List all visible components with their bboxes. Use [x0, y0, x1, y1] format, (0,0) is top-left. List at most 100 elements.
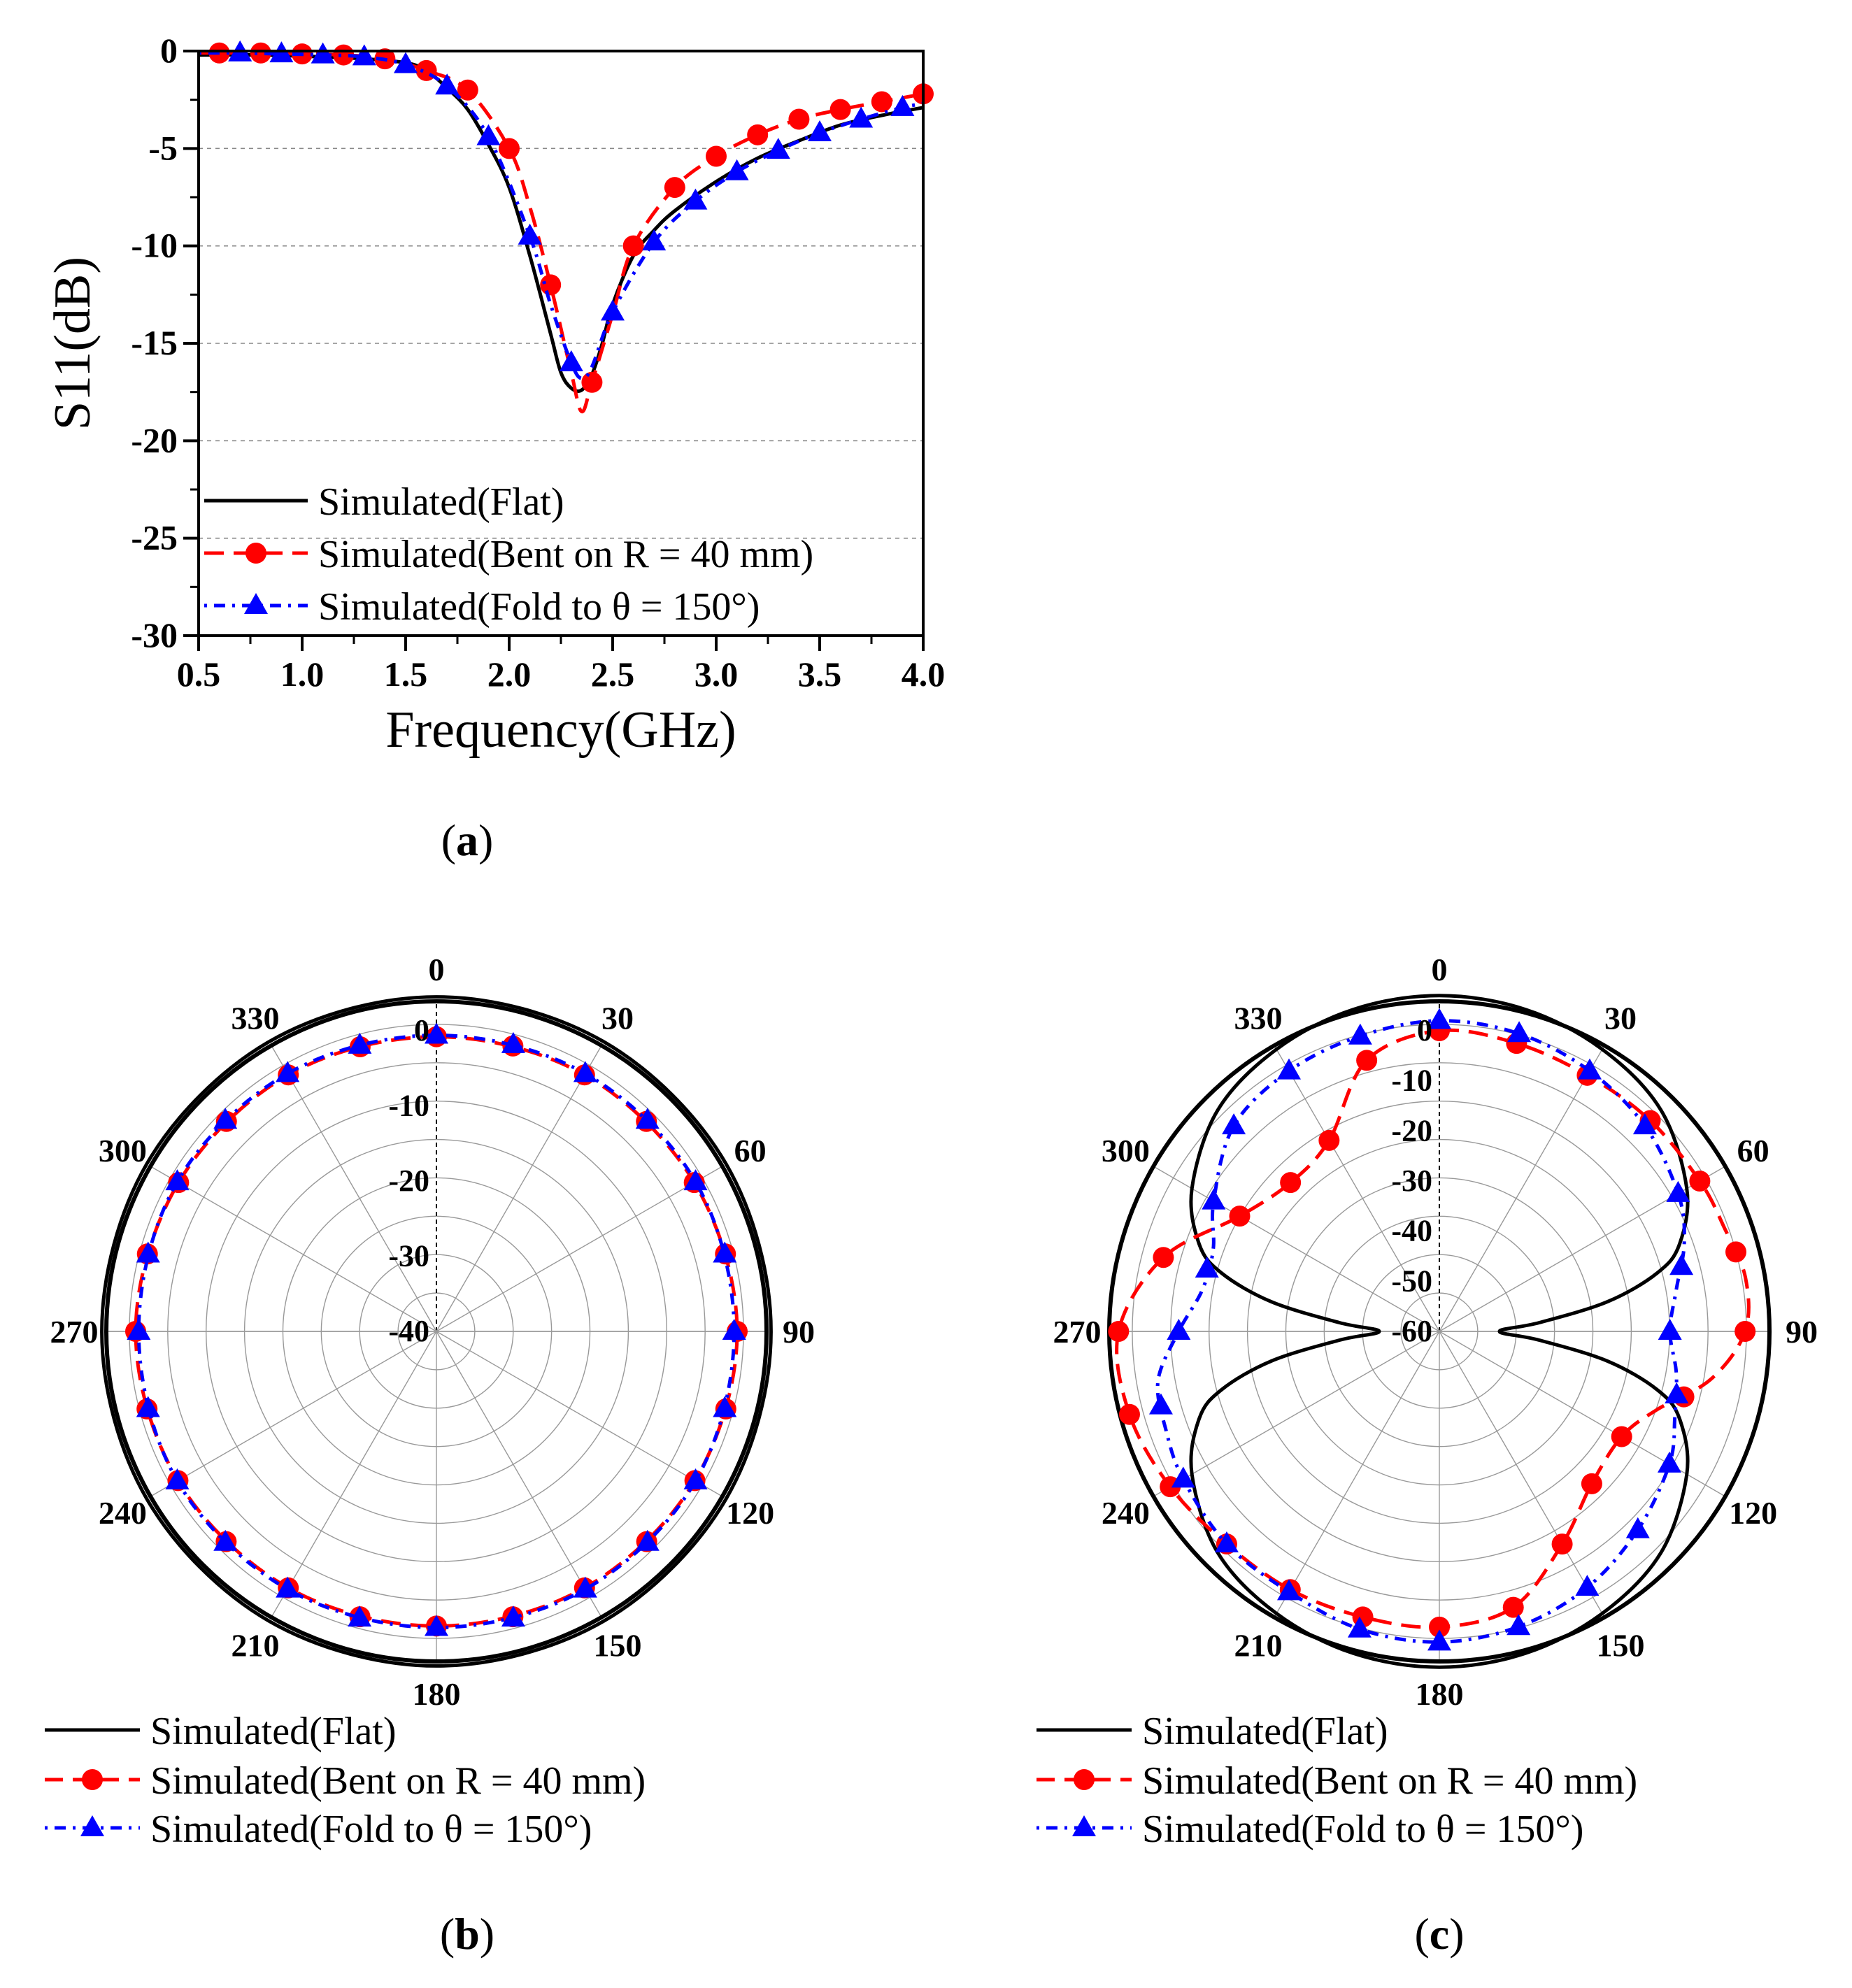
a-ytick-label: -10 — [131, 226, 178, 265]
a-marker-triangle — [352, 44, 376, 66]
b-marker-triangle — [683, 1169, 708, 1191]
c-marker-triangle — [1348, 1023, 1372, 1045]
c-marker-triangle — [1171, 1466, 1195, 1488]
b-marker-triangle — [425, 1022, 448, 1044]
c-marker-circle — [1280, 1172, 1302, 1194]
b-grid-spoke — [436, 1331, 723, 1497]
a-xtick-label: 2.0 — [487, 655, 532, 694]
c-radial-label: -30 — [1391, 1164, 1432, 1198]
b-marker-triangle — [165, 1468, 190, 1489]
c-grid-spoke — [1274, 1331, 1440, 1618]
c-legend-bent-marker — [1074, 1769, 1095, 1790]
c-series-line-dotted — [1155, 1019, 1686, 1644]
c-marker-circle — [1581, 1473, 1602, 1494]
b-radial-label: -40 — [388, 1314, 429, 1348]
c-marker-triangle — [1427, 1629, 1451, 1651]
a-ytick-label: -5 — [148, 128, 178, 167]
a-yaxis-title: S11(dB) — [44, 257, 101, 430]
c-angle-label: 210 — [1234, 1628, 1283, 1664]
a-marker-triangle — [683, 188, 708, 210]
a-marker-triangle — [518, 223, 542, 245]
a-marker-triangle — [890, 94, 915, 116]
b-angle-label: 240 — [99, 1495, 147, 1531]
a-ytick-label: -30 — [131, 615, 178, 655]
b-angle-label: 120 — [726, 1495, 774, 1531]
c-marker-triangle — [1347, 1616, 1372, 1638]
a-xtick-label: 4.0 — [902, 655, 946, 694]
b-marker-triangle — [573, 1061, 597, 1082]
c-angle-label: 330 — [1234, 1000, 1283, 1036]
a-legend-flat-label: Simulated(Flat) — [318, 480, 564, 524]
a-marker-triangle — [642, 229, 667, 251]
a-xtick-label: 0.5 — [177, 655, 221, 694]
a-marker-triangle — [808, 120, 832, 142]
b-outer-ring — [104, 999, 769, 1664]
a-marker-triangle — [849, 106, 874, 128]
c-angle-label: 180 — [1416, 1676, 1464, 1712]
a-ytick-label: -25 — [131, 518, 178, 557]
c-marker-circle — [1229, 1206, 1251, 1227]
a-marker-circle — [747, 124, 769, 145]
a-legend-bent-label: Simulated(Bent on R = 40 mm) — [318, 533, 813, 576]
a-marker-triangle — [725, 159, 749, 180]
b-marker-triangle — [573, 1576, 597, 1598]
c-angle-label: 120 — [1729, 1495, 1777, 1531]
c-marker-triangle — [1669, 1254, 1694, 1275]
b-angle-label: 150 — [594, 1628, 642, 1664]
c-grid-spoke — [1439, 1331, 1605, 1618]
b-radial-label: -10 — [388, 1089, 429, 1123]
b-marker-triangle — [276, 1061, 300, 1082]
a-marker-circle — [706, 145, 727, 167]
b-legend-bent-marker — [82, 1769, 103, 1790]
c-marker-triangle — [1195, 1256, 1219, 1278]
c-radial-label: -50 — [1391, 1264, 1432, 1298]
a-gridlines — [199, 148, 923, 539]
c-radial-label: -20 — [1391, 1113, 1432, 1147]
b-radial-label: 0 — [414, 1013, 429, 1047]
a-marker-circle — [499, 138, 520, 159]
c-radial-label: -10 — [1391, 1064, 1432, 1098]
c-marker-circle — [1118, 1403, 1140, 1425]
a-ytick-label: -15 — [131, 323, 178, 362]
c-polar-grid — [1107, 999, 1772, 1664]
b-grid-spoke — [436, 1331, 602, 1618]
b-marker-triangle — [213, 1108, 238, 1129]
a-marker-circle — [622, 235, 644, 257]
c-marker-triangle — [1578, 1058, 1602, 1080]
c-marker-circle — [1502, 1596, 1524, 1618]
c-marker-circle — [1153, 1247, 1174, 1268]
c-marker-circle — [1108, 1321, 1130, 1342]
c-grid-spoke — [1153, 1166, 1440, 1332]
c-series-layer — [1108, 994, 1756, 1669]
b-grid-spoke — [436, 1045, 602, 1332]
b-marker-triangle — [635, 1529, 660, 1551]
c-marker-circle — [1318, 1129, 1340, 1151]
c-legend-flat-label: Simulated(Flat) — [1142, 1710, 1388, 1753]
a-marker-circle — [664, 177, 685, 199]
a-xtick-label: 1.5 — [384, 655, 428, 694]
c-polar-labels: 0 30 60 90 120 150 180 210 240 270 300 330 0 -10 -20 -3… — [1053, 952, 1818, 1712]
b-radial-label: -30 — [388, 1239, 429, 1273]
a-marker-triangle — [435, 73, 460, 95]
c-legend-fold-marker — [1072, 1815, 1096, 1836]
b-polar-labels: 0 30 60 90 120 150 180 210 240 270 300 330 0 -10 -20 -3… — [50, 952, 815, 1712]
panel-c-label: (c) — [1414, 1909, 1464, 1959]
c-marker-triangle — [1575, 1575, 1600, 1596]
c-angle-label: 270 — [1053, 1314, 1102, 1350]
b-marker-triangle — [501, 1031, 525, 1053]
c-marker-triangle — [1625, 1517, 1650, 1538]
b-marker-triangle — [713, 1396, 737, 1417]
b-marker-triangle — [348, 1032, 372, 1054]
c-marker-triangle — [1507, 1021, 1532, 1043]
panel-b-polar-chart: 0 30 60 90 120 150 180 210 240 270 300 330 0 -10 -20 -3… — [45, 952, 815, 1959]
c-angle-label: 150 — [1597, 1628, 1645, 1664]
b-grid-spoke — [436, 1166, 723, 1332]
c-angle-label: 60 — [1737, 1133, 1769, 1168]
a-ytick-label: -20 — [131, 420, 178, 459]
a-series-line-dotted — [198, 51, 924, 380]
b-angle-label: 30 — [601, 1000, 634, 1036]
c-marker-circle — [1551, 1533, 1573, 1555]
c-legend-bent-label: Simulated(Bent on R = 40 mm) — [1142, 1759, 1637, 1803]
b-series-line-solid — [100, 995, 773, 1668]
